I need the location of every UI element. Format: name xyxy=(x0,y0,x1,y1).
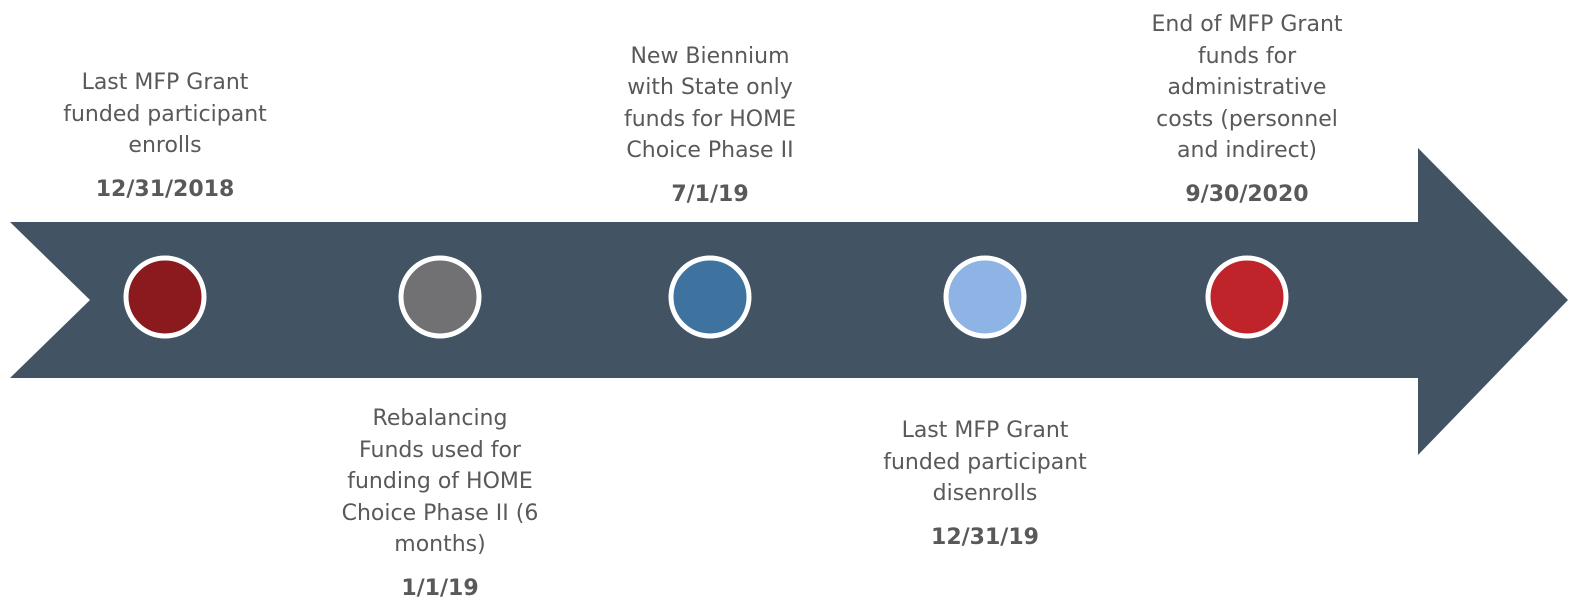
milestone-text: funds for HOME xyxy=(623,106,797,132)
milestone-date: 7/1/19 xyxy=(671,181,749,207)
milestone-text: months) xyxy=(394,532,486,557)
milestone-date: 12/31/19 xyxy=(931,524,1039,550)
milestone-text: funding of HOME xyxy=(347,469,533,494)
milestone-label: End of MFP Grant funds for administrative c… xyxy=(1107,9,1387,210)
milestone-text: Last MFP Grant xyxy=(81,70,249,95)
milestone-label: Rebalancing Funds used for funding of HOME… xyxy=(300,403,580,604)
milestone-date: 1/1/19 xyxy=(401,575,479,601)
milestone-dot xyxy=(668,255,752,339)
milestone-label: New Biennium with State only funds for HOM… xyxy=(570,41,850,211)
milestone-text: administrative xyxy=(1167,75,1327,100)
milestone-text: Last MFP Grant xyxy=(901,418,1069,443)
milestone-label: Last MFP Grant funded participant enrolls 1… xyxy=(25,67,305,205)
milestone-text: funded participant xyxy=(883,449,1087,475)
milestone-dot xyxy=(1205,255,1289,339)
milestone-text: and indirect) xyxy=(1177,138,1317,163)
timeline-arrow xyxy=(10,148,1568,455)
milestone-dot xyxy=(123,255,207,339)
milestone-text: disenrolls xyxy=(932,481,1038,506)
milestone-dot xyxy=(943,255,1027,339)
milestone-label: Last MFP Grant funded participant disenrol… xyxy=(845,415,1125,553)
milestone-date: 12/31/2018 xyxy=(95,176,235,202)
milestone-text: New Biennium xyxy=(630,43,790,69)
milestone-text: Funds used for xyxy=(359,437,521,463)
milestone-text: funds for xyxy=(1197,43,1297,69)
milestone-text: funded participant xyxy=(63,101,267,127)
milestone-text: with State only xyxy=(627,75,793,100)
milestone-dot xyxy=(398,255,482,339)
milestone-date: 9/30/2020 xyxy=(1185,181,1309,207)
milestone-text: End of MFP Grant xyxy=(1151,12,1343,37)
milestone-text: Choice Phase II (6 xyxy=(341,500,539,526)
milestone-text: costs (personnel xyxy=(1156,106,1338,132)
milestone-text: Choice Phase II xyxy=(626,138,794,163)
milestone-text: Rebalancing xyxy=(372,406,508,431)
milestone-text: enrolls xyxy=(128,133,202,158)
